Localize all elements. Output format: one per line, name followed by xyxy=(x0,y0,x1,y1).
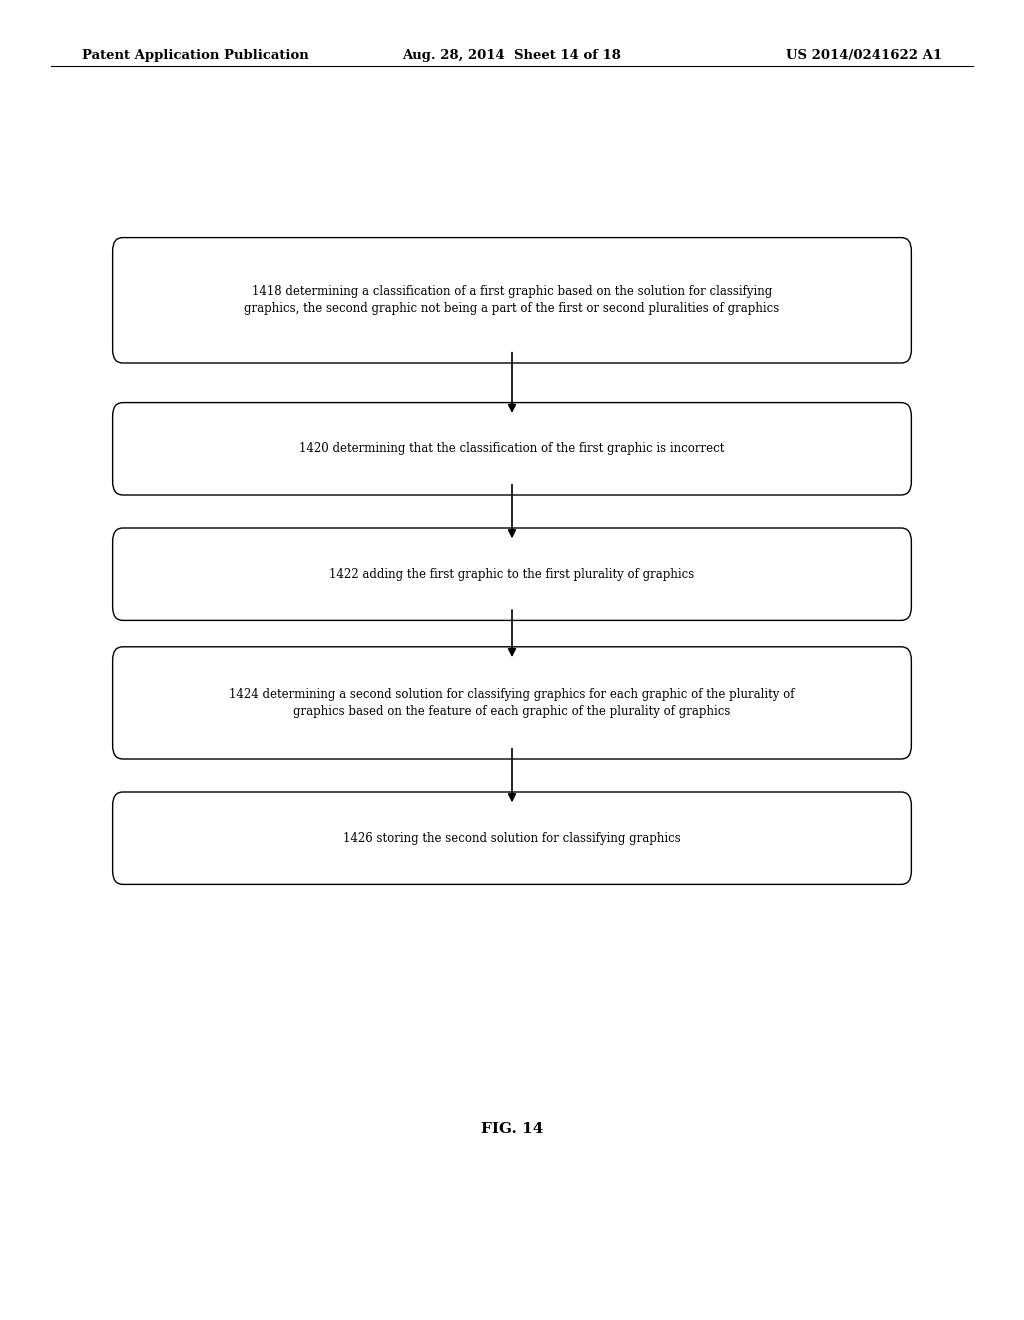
FancyBboxPatch shape xyxy=(113,238,911,363)
Text: Patent Application Publication: Patent Application Publication xyxy=(82,49,308,62)
FancyBboxPatch shape xyxy=(113,792,911,884)
FancyBboxPatch shape xyxy=(113,528,911,620)
Text: Aug. 28, 2014  Sheet 14 of 18: Aug. 28, 2014 Sheet 14 of 18 xyxy=(402,49,622,62)
FancyBboxPatch shape xyxy=(113,647,911,759)
Text: 1420 determining that the classification of the first graphic is incorrect: 1420 determining that the classification… xyxy=(299,442,725,455)
Text: 1418 determining a classification of a first graphic based on the solution for c: 1418 determining a classification of a f… xyxy=(245,285,779,315)
Text: 1422 adding the first graphic to the first plurality of graphics: 1422 adding the first graphic to the fir… xyxy=(330,568,694,581)
Text: FIG. 14: FIG. 14 xyxy=(481,1122,543,1135)
Text: US 2014/0241622 A1: US 2014/0241622 A1 xyxy=(786,49,942,62)
Text: 1424 determining a second solution for classifying graphics for each graphic of : 1424 determining a second solution for c… xyxy=(229,688,795,718)
Text: 1426 storing the second solution for classifying graphics: 1426 storing the second solution for cla… xyxy=(343,832,681,845)
FancyBboxPatch shape xyxy=(113,403,911,495)
